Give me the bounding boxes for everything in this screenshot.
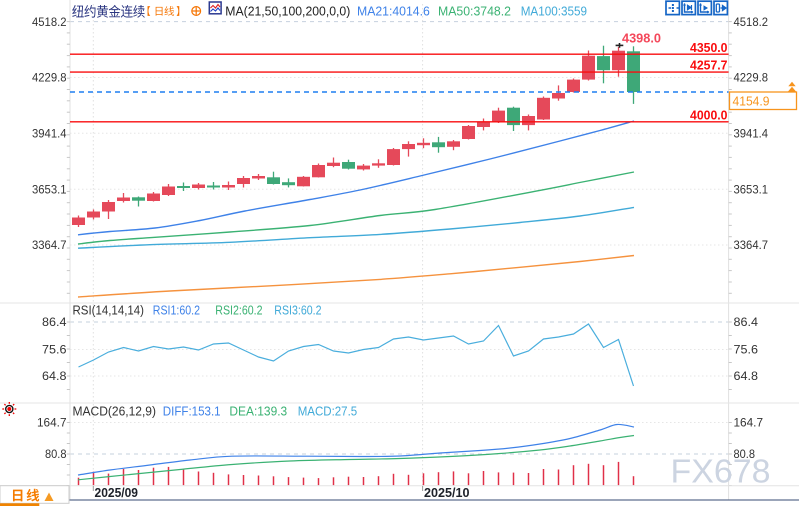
svg-text:DEA:139.3: DEA:139.3	[229, 404, 287, 419]
svg-text:4229.8: 4229.8	[32, 71, 67, 85]
svg-text:4000.0: 4000.0	[690, 108, 728, 122]
svg-text:3941.4: 3941.4	[32, 127, 67, 141]
svg-text:RSI(14,14,14): RSI(14,14,14)	[73, 303, 145, 318]
svg-text:MA50:3748.2: MA50:3748.2	[438, 4, 511, 19]
svg-text:MA100:3559: MA100:3559	[521, 4, 587, 19]
svg-text:MA(21,50,100,200,0,0): MA(21,50,100,200,0,0)	[225, 4, 350, 19]
svg-text:RSI3:60.2: RSI3:60.2	[274, 303, 321, 318]
svg-text:4257.7: 4257.7	[690, 59, 728, 73]
svg-text:164.7: 164.7	[37, 416, 67, 430]
svg-text:164.7: 164.7	[734, 416, 764, 430]
svg-text:80.8: 80.8	[734, 447, 756, 461]
svg-text:MACD(26,12,9): MACD(26,12,9)	[73, 404, 157, 419]
svg-text:4229.8: 4229.8	[734, 71, 769, 85]
svg-text:MA21:4014.6: MA21:4014.6	[357, 4, 430, 19]
svg-text:4398.0: 4398.0	[622, 31, 661, 45]
svg-text:86.4: 86.4	[734, 315, 759, 329]
svg-text:86.4: 86.4	[42, 315, 67, 329]
svg-text:RSI1:60.2: RSI1:60.2	[153, 303, 200, 318]
svg-text:4350.0: 4350.0	[690, 41, 728, 55]
svg-text:3941.4: 3941.4	[734, 127, 769, 141]
svg-text:2025/09: 2025/09	[95, 486, 139, 500]
svg-text:2025/10: 2025/10	[424, 486, 470, 500]
svg-text:4154.9: 4154.9	[733, 95, 770, 109]
svg-text:75.6: 75.6	[42, 343, 67, 357]
svg-text:4518.2: 4518.2	[734, 15, 769, 29]
svg-text:3364.7: 3364.7	[32, 238, 67, 252]
svg-text:80.8: 80.8	[45, 447, 67, 461]
svg-text:3364.7: 3364.7	[734, 238, 769, 252]
svg-text:3653.1: 3653.1	[32, 182, 67, 196]
svg-text:64.8: 64.8	[734, 369, 759, 383]
svg-text:64.8: 64.8	[42, 369, 67, 383]
svg-text:MACD:27.5: MACD:27.5	[298, 404, 358, 419]
svg-text:FX678: FX678	[671, 453, 771, 490]
svg-text:75.6: 75.6	[734, 343, 759, 357]
svg-text:RSI2:60.2: RSI2:60.2	[215, 303, 262, 318]
svg-text:4518.2: 4518.2	[32, 15, 67, 29]
svg-text:DIFF:153.1: DIFF:153.1	[163, 404, 221, 419]
svg-text:3653.1: 3653.1	[734, 182, 769, 196]
